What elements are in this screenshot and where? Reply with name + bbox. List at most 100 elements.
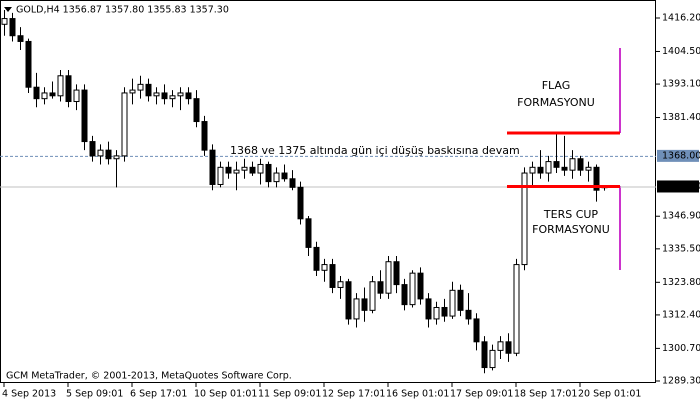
candle-body bbox=[329, 264, 336, 288]
annotation: TERS CUP bbox=[543, 208, 599, 221]
candle-body bbox=[281, 172, 288, 180]
candle-body bbox=[33, 86, 40, 100]
candle-body bbox=[409, 272, 416, 306]
candle-body bbox=[73, 89, 80, 103]
candle-body bbox=[305, 218, 312, 248]
candle-body bbox=[577, 158, 584, 171]
candle-body bbox=[129, 89, 136, 94]
y-tick-label: 1289.30 bbox=[662, 375, 700, 386]
candle-body bbox=[441, 306, 448, 317]
candle-body bbox=[209, 149, 216, 185]
x-tick-label: 17 Sep 09:01 bbox=[450, 389, 513, 400]
candle-body bbox=[369, 281, 376, 311]
annotation: 1368 ve 1375 altında gün içi düşüş baskı… bbox=[230, 144, 520, 157]
candle-body bbox=[553, 161, 560, 168]
candle-body bbox=[529, 166, 536, 174]
price-tag bbox=[657, 149, 699, 162]
y-tick-label: 1346.90 bbox=[662, 211, 700, 222]
y-tick-label: 1381.40 bbox=[662, 112, 700, 123]
footer: GCM MetaTrader, © 2001-2013, MetaQuotes … bbox=[6, 371, 292, 382]
candle-body bbox=[417, 272, 424, 300]
candle-body bbox=[505, 341, 512, 354]
candle-body bbox=[593, 166, 600, 191]
candle-body bbox=[97, 149, 104, 157]
candle-body bbox=[569, 158, 576, 171]
candle-body bbox=[313, 246, 320, 271]
x-tick-label: 4 Sep 2013 bbox=[2, 389, 56, 400]
chart-title: GOLD,H4 1356.87 1357.80 1355.83 1357.30 bbox=[16, 5, 229, 16]
candle-body bbox=[241, 166, 248, 171]
candle-body bbox=[57, 75, 64, 97]
candle-body bbox=[537, 166, 544, 174]
candle-body bbox=[393, 261, 400, 286]
candle-body bbox=[497, 341, 504, 351]
candle-body bbox=[545, 161, 552, 174]
candle-body bbox=[113, 155, 120, 160]
candle-body bbox=[177, 92, 184, 97]
price-tag bbox=[657, 180, 699, 193]
candle-body bbox=[425, 298, 432, 320]
candle-body bbox=[25, 40, 32, 88]
candle-body bbox=[385, 261, 392, 294]
x-tick-label: 5 Sep 09:01 bbox=[66, 389, 123, 400]
candle-body bbox=[193, 98, 200, 123]
candle-body bbox=[201, 121, 208, 151]
candle-body bbox=[137, 83, 144, 91]
price-tag-label: 1368.00 bbox=[662, 150, 700, 161]
candle-body bbox=[377, 281, 384, 294]
candle-body bbox=[89, 141, 96, 157]
candle-body bbox=[361, 298, 368, 311]
candle-body bbox=[41, 92, 48, 100]
candle-body bbox=[561, 166, 568, 171]
candle-body bbox=[433, 306, 440, 320]
annotation: FORMASYONU bbox=[517, 96, 595, 109]
x-tick-label: 11 Sep 09:01 bbox=[258, 389, 321, 400]
candle-body bbox=[297, 186, 304, 220]
candle-body bbox=[225, 166, 232, 174]
x-tick-label: 18 Sep 17:01 bbox=[514, 389, 577, 400]
candle-body bbox=[81, 89, 88, 143]
candle-body bbox=[233, 169, 240, 174]
candle-body bbox=[513, 264, 520, 354]
candle-body bbox=[121, 92, 128, 157]
candle-body bbox=[105, 149, 112, 160]
candle-body bbox=[9, 18, 16, 37]
candle-body bbox=[321, 264, 328, 271]
candle-body bbox=[65, 75, 72, 103]
candle-body bbox=[169, 95, 176, 100]
y-tick-label: 1335.50 bbox=[662, 243, 700, 254]
annotation: FLAG bbox=[542, 79, 571, 92]
x-tick-label: 20 Sep 01:01 bbox=[578, 389, 641, 400]
x-tick-label: 10 Sep 01:01 bbox=[194, 389, 257, 400]
candle-body bbox=[585, 166, 592, 171]
candle-body bbox=[337, 281, 344, 288]
candle-body bbox=[273, 172, 280, 183]
menu-arrow[interactable] bbox=[4, 7, 12, 12]
y-tick-label: 1404.50 bbox=[662, 46, 700, 57]
annotation: FORMASYONU bbox=[532, 223, 610, 236]
x-tick-label: 16 Sep 01:01 bbox=[386, 389, 449, 400]
candle-body bbox=[353, 298, 360, 320]
candle-body bbox=[489, 349, 496, 369]
candle-body bbox=[481, 341, 488, 369]
candle-body bbox=[473, 318, 480, 343]
candle-body bbox=[145, 83, 152, 97]
candle-body bbox=[217, 166, 224, 185]
y-tick-label: 1312.40 bbox=[662, 309, 700, 320]
candle-body bbox=[257, 163, 264, 174]
y-tick-label: 1300.70 bbox=[662, 343, 700, 354]
x-tick-label: 12 Sep 17:01 bbox=[322, 389, 385, 400]
candle-body bbox=[345, 281, 352, 320]
y-tick-label: 1416.20 bbox=[662, 12, 700, 23]
x-tick-label: 6 Sep 17:01 bbox=[130, 389, 187, 400]
candle-body bbox=[289, 178, 296, 188]
candle-body bbox=[161, 92, 168, 100]
candle-body bbox=[449, 289, 456, 317]
candle-body bbox=[185, 92, 192, 100]
y-tick-label: 1323.80 bbox=[662, 277, 700, 288]
candle-body bbox=[401, 284, 408, 306]
candle-body bbox=[1, 18, 8, 25]
candle-body bbox=[521, 172, 528, 266]
candle-body bbox=[17, 35, 24, 42]
